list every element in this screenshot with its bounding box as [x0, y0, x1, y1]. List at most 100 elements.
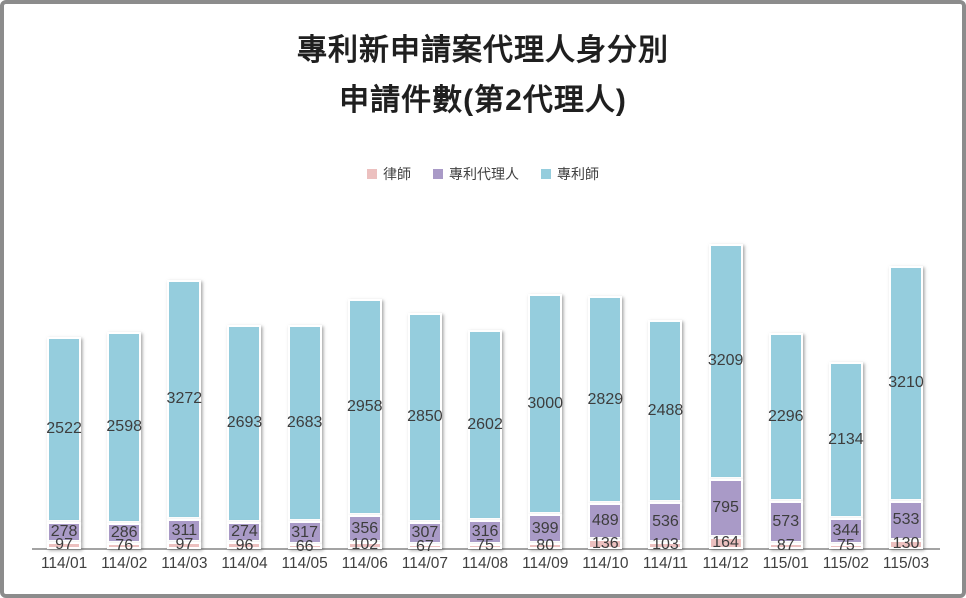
x-axis-tick-label: 114/04 [221, 555, 268, 572]
bar-segment [828, 362, 863, 519]
data-label: 307 [411, 523, 439, 541]
bar-segment [708, 537, 743, 549]
bar-segment [528, 513, 563, 544]
data-label: 489 [591, 512, 619, 530]
x-axis-tick-label: 114/07 [401, 555, 449, 572]
bar-segment [648, 320, 683, 503]
stacked-bar [287, 324, 322, 549]
bar-segment [167, 279, 202, 520]
bar-segment [167, 541, 202, 549]
bar-segment [167, 519, 202, 542]
x-axis-tick-label: 114/12 [702, 555, 749, 572]
data-label: 2958 [346, 398, 383, 416]
data-label: 3272 [166, 390, 203, 408]
stacked-bar [768, 332, 803, 549]
data-label: 795 [712, 498, 739, 516]
legend-label: 專利代理人 [449, 166, 519, 182]
bar-segment [889, 539, 924, 549]
data-label: 103 [652, 536, 679, 554]
x-axis-tick-label: 114/05 [281, 555, 328, 572]
stacked-bar [407, 313, 442, 549]
legend-item-0: 律師 [367, 164, 411, 184]
stacked-bar [167, 279, 202, 549]
bar-segment [107, 543, 142, 549]
stacked-bar [889, 265, 924, 549]
x-axis-tick-label: 114/11 [642, 555, 689, 572]
data-label: 344 [832, 521, 860, 539]
stacked-bar [227, 324, 262, 549]
stacked-bar [347, 298, 382, 549]
x-axis-tick-label: 114/10 [582, 555, 629, 572]
data-label: 573 [772, 512, 800, 530]
x-axis-tick-label: 114/06 [341, 555, 388, 572]
data-label: 311 [171, 521, 198, 539]
bar-segment [588, 503, 623, 539]
bar-slot-114-07: 67 307 2850 [395, 189, 455, 555]
data-label: 286 [110, 524, 138, 541]
stacked-bar [828, 362, 863, 549]
data-label: 136 [591, 535, 619, 552]
legend-label: 專利師 [557, 166, 599, 182]
data-label: 67 [416, 537, 434, 555]
stacked-bar [528, 294, 563, 549]
stacked-bar [47, 337, 82, 549]
data-label: 97 [175, 536, 194, 554]
bar-segment [889, 500, 924, 540]
bar-slot-114-01: 97 278 2522 [34, 189, 94, 553]
bar-slot-114-09: 80 399 3000 [515, 189, 575, 554]
bar-segment [287, 544, 322, 549]
data-label: 2850 [407, 408, 443, 426]
bar-segment [528, 294, 563, 514]
legend-swatch-icon [367, 169, 377, 179]
bar-segment [47, 541, 82, 549]
bar-segment [528, 543, 563, 549]
x-axis-labels: 114/01 114/02 114/03 114/04 114/05 114/06 114/… [34, 555, 936, 573]
bar-segment [347, 541, 382, 549]
bar-slot-115-01: 87 573 2296 [756, 189, 816, 554]
legend-swatch-icon [433, 169, 443, 179]
bar-slot-115-02: 75 344 2134 [816, 189, 876, 554]
bar-segment [588, 539, 623, 549]
x-axis-tick-label: 114/01 [40, 555, 88, 572]
bar-slot-114-05: 66 317 2683 [275, 189, 335, 555]
stacked-bar [708, 243, 743, 549]
x-axis-tick-label: 115/03 [882, 555, 930, 572]
data-label: 96 [235, 536, 254, 554]
x-axis-line [32, 548, 940, 550]
data-label: 76 [115, 537, 134, 555]
data-label: 2693 [226, 414, 263, 432]
bar-segment [107, 522, 142, 544]
bar-segment [47, 337, 82, 522]
data-label: 2296 [767, 407, 804, 425]
x-axis-tick-label: 114/02 [101, 555, 148, 572]
stacked-bar [107, 332, 142, 549]
stacked-bar [588, 296, 623, 549]
data-label: 164 [712, 534, 739, 551]
bar-slot-114-03: 97 311 3272 [154, 189, 214, 553]
data-label: 97 [55, 536, 73, 554]
bar-segment [768, 332, 803, 501]
bar-segment [768, 500, 803, 543]
data-label: 66 [295, 537, 314, 555]
x-axis-tick-label: 114/03 [161, 555, 208, 572]
legend-label: 律師 [383, 166, 411, 182]
data-label: 75 [476, 537, 494, 555]
chart-title: 專利新申請案代理人身分別 申請件數(第2代理人) [4, 26, 962, 126]
data-label: 87 [776, 536, 795, 554]
x-axis-tick-label: 114/09 [522, 555, 569, 572]
bar-segment [708, 243, 743, 479]
bar-segment [287, 521, 322, 545]
data-label: 536 [652, 512, 679, 530]
bar-segment [468, 543, 503, 549]
data-label: 2602 [467, 416, 503, 434]
bar-segment [407, 313, 442, 522]
bar-segment [347, 515, 382, 542]
data-label: 2134 [828, 431, 864, 449]
bar-slot-114-06: 102 356 2958 [335, 189, 395, 553]
bar-segment [468, 329, 503, 521]
bar-segment [227, 521, 262, 542]
bar-segment [407, 521, 442, 545]
bar-segment [227, 324, 262, 522]
bar-slot-114-02: 76 286 2598 [94, 189, 154, 554]
